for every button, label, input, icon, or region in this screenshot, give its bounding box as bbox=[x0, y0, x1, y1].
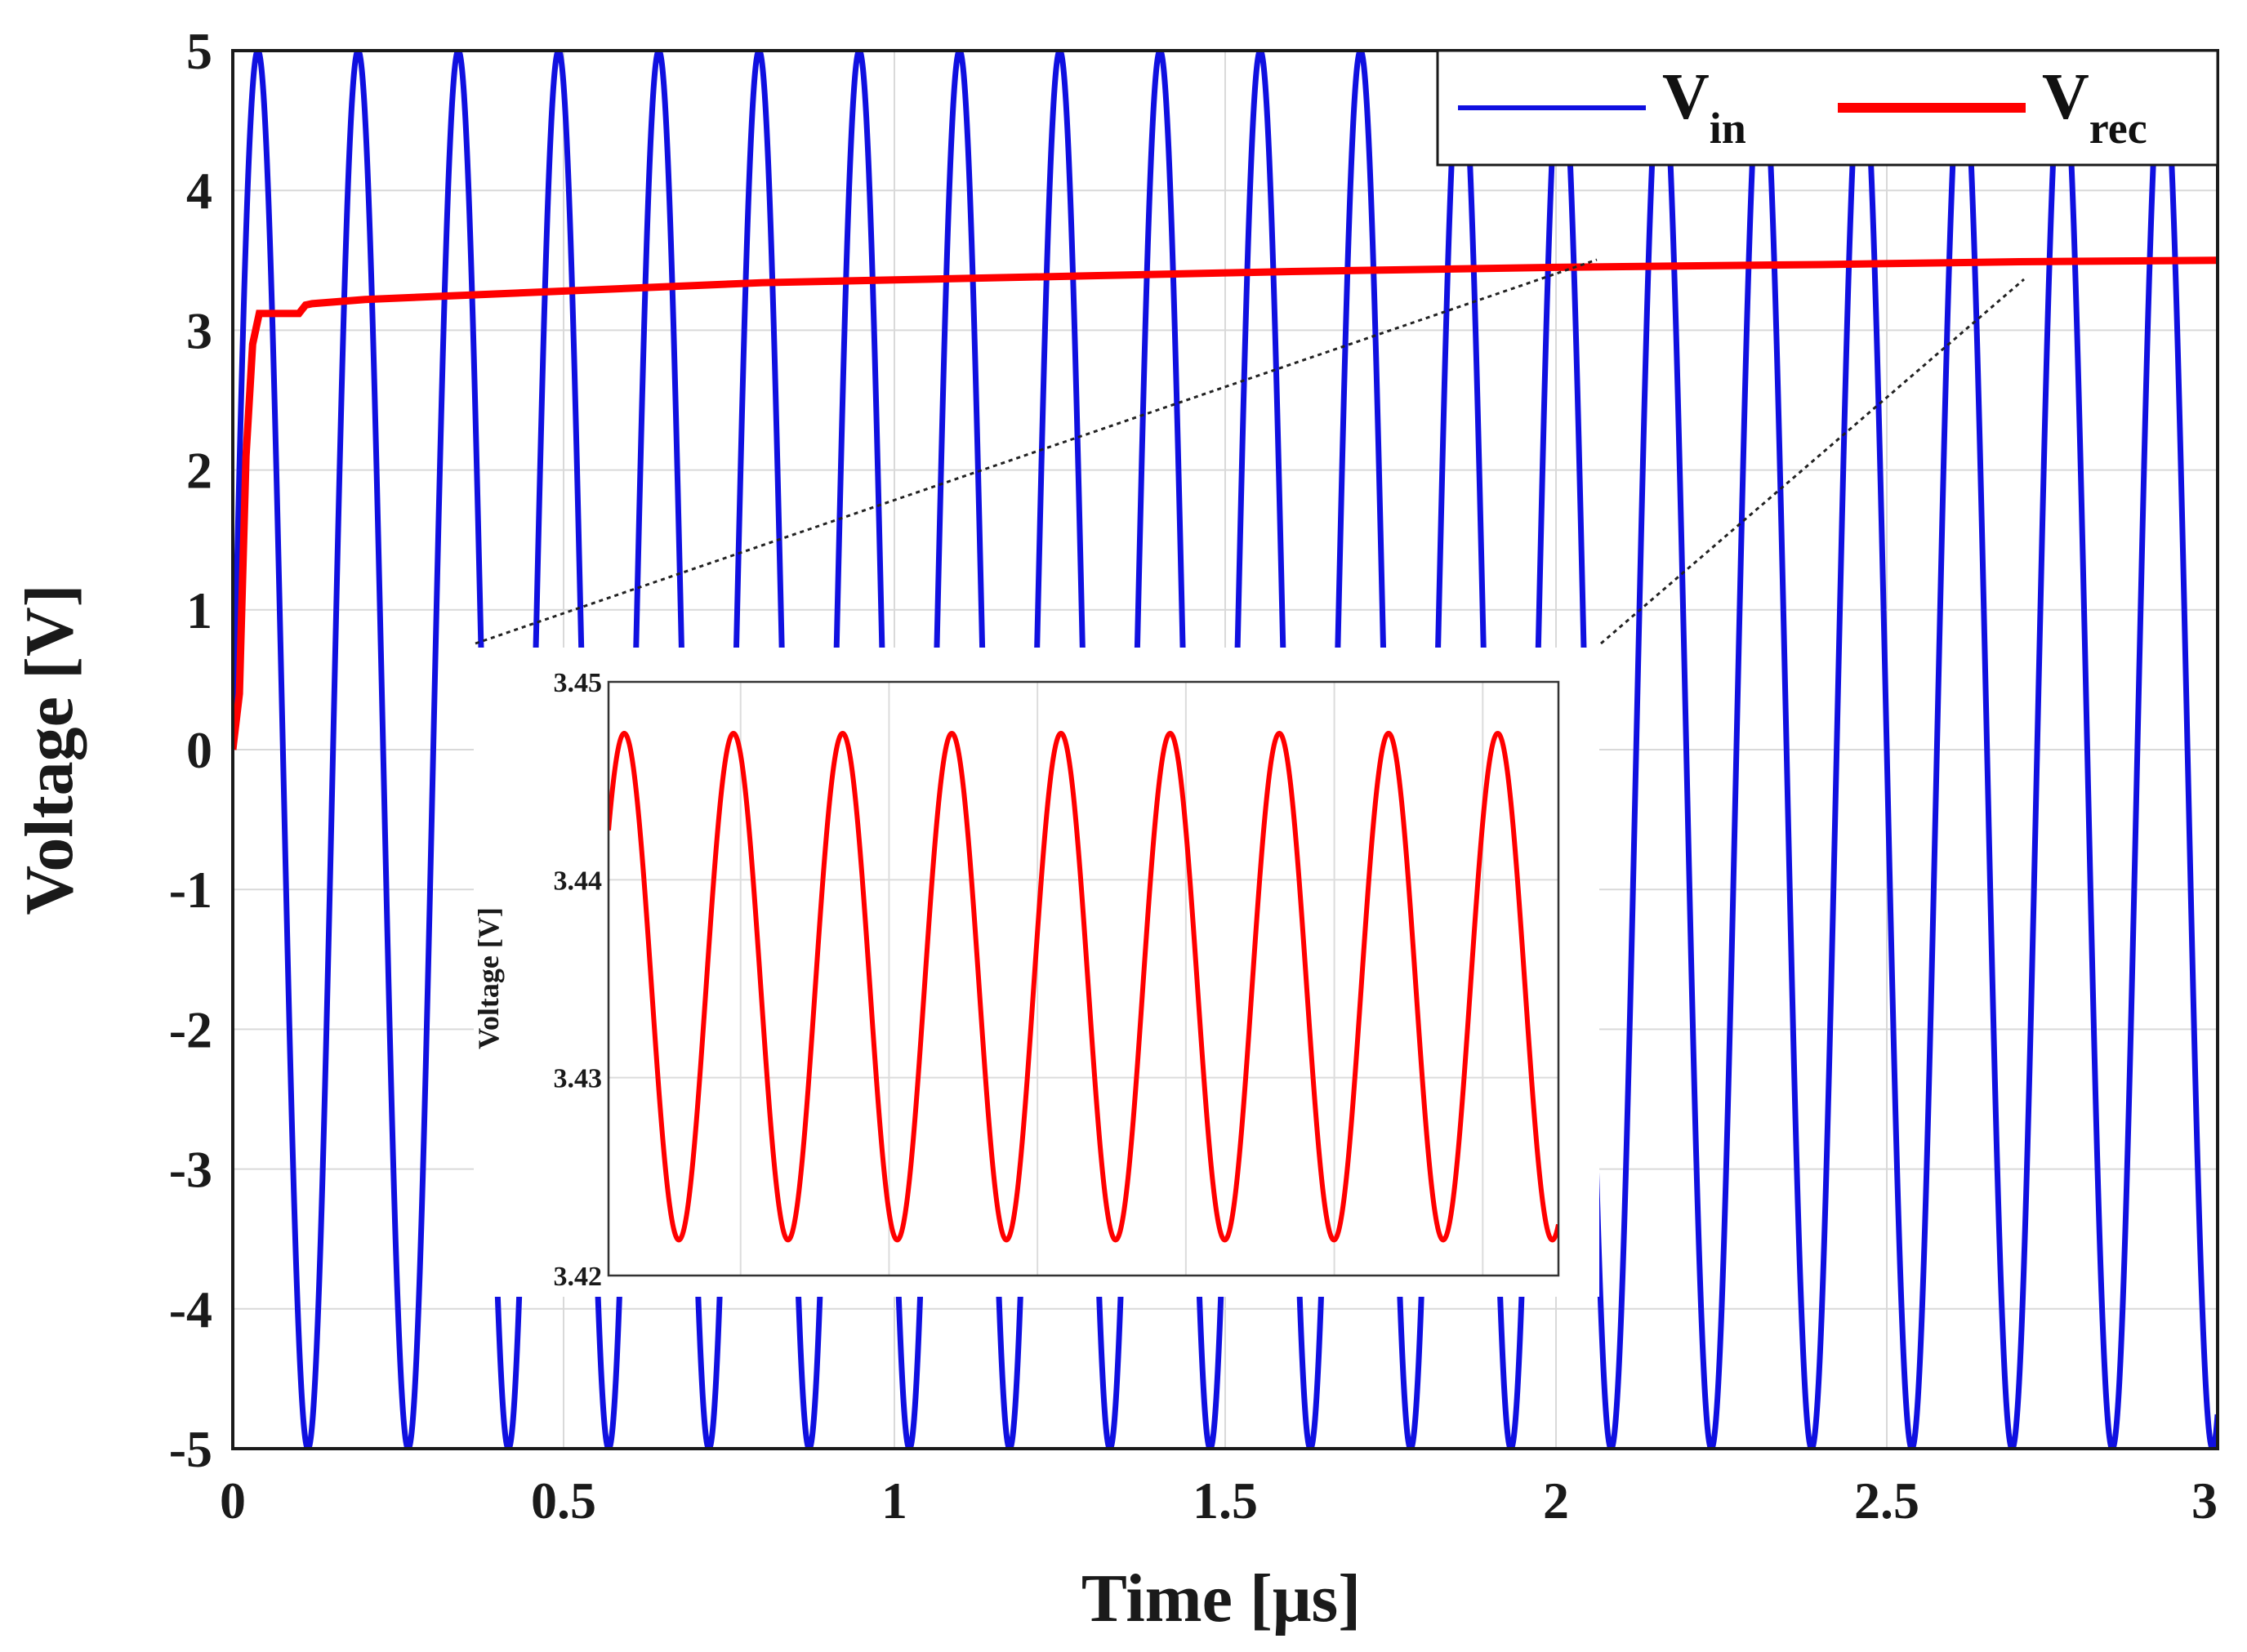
y-tick-labels: 5 4 3 2 1 0 -1 -2 -3 -4 -5 bbox=[169, 22, 212, 1478]
y-tick-label: -3 bbox=[169, 1141, 212, 1199]
y-axis-title: Voltage [V] bbox=[11, 584, 87, 915]
zoom-connector-right bbox=[1600, 278, 2025, 645]
inset-axes-frame bbox=[607, 680, 1560, 1277]
legend: Vin Vrec bbox=[1436, 49, 2219, 167]
x-tick-label: 2.5 bbox=[1854, 1472, 1919, 1530]
x-tick-label: 3 bbox=[2191, 1472, 2218, 1530]
inset-y-tick-label: 3.44 bbox=[554, 866, 603, 896]
x-tick-label: 0 bbox=[220, 1472, 246, 1530]
x-tick-label: 1.5 bbox=[1193, 1472, 1258, 1530]
zoom-connector-left bbox=[475, 258, 1598, 645]
legend-label-v-in: Vin bbox=[1662, 61, 1746, 153]
y-tick-label: -2 bbox=[169, 1000, 212, 1058]
inset-y-axis-title: Voltage [V] bbox=[472, 907, 505, 1049]
y-tick-label: 2 bbox=[186, 442, 212, 500]
x-tick-label: 1 bbox=[881, 1472, 907, 1530]
x-tick-labels: 0 0.5 1 1.5 2 2.5 3 bbox=[220, 1472, 2218, 1530]
y-tick-label: -4 bbox=[169, 1280, 212, 1338]
inset-y-tick-label: 3.43 bbox=[554, 1064, 603, 1094]
y-tick-label: 5 bbox=[186, 22, 212, 80]
inset-y-tick-label: 3.42 bbox=[554, 1262, 603, 1292]
y-tick-label: 4 bbox=[186, 162, 212, 220]
inset-y-tick-labels: 3.45 3.44 3.43 3.42 bbox=[554, 668, 603, 1292]
x-tick-label: 0.5 bbox=[531, 1472, 596, 1530]
legend-label-v-rec: Vrec bbox=[2042, 61, 2147, 153]
y-tick-label: -5 bbox=[169, 1420, 212, 1478]
inset-plot: 3.45 3.44 3.43 3.42 Voltage [V] bbox=[472, 648, 1599, 1297]
x-axis-title: Time [μs] bbox=[1081, 1561, 1361, 1636]
inset-y-tick-label: 3.45 bbox=[554, 668, 603, 698]
series-line-v-rec bbox=[233, 256, 2218, 750]
y-tick-label: -1 bbox=[169, 861, 212, 919]
y-tick-label: 0 bbox=[186, 721, 212, 779]
series-line-v-rec-zoom bbox=[609, 730, 1558, 1243]
main-plot-frame bbox=[231, 49, 2219, 1450]
x-tick-label: 2 bbox=[1543, 1472, 1569, 1530]
y-tick-label: 1 bbox=[186, 581, 212, 639]
y-tick-label: 3 bbox=[186, 301, 212, 359]
